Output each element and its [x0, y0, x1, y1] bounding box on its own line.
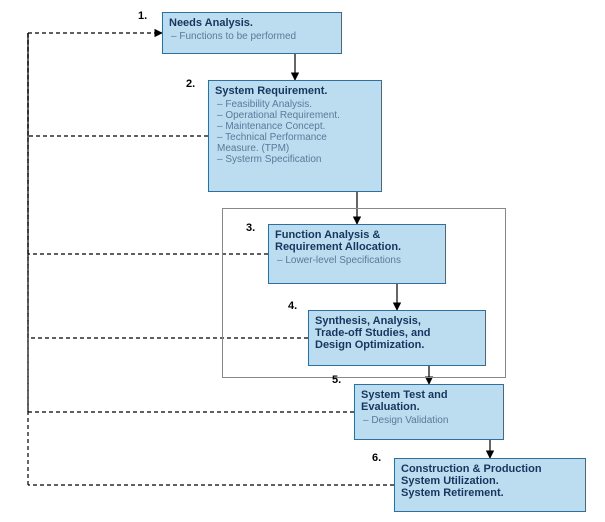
node-n1: Needs Analysis. – Functions to be perform…: [162, 12, 342, 54]
node-title: Synthesis, Analysis, Trade-off Studies, …: [315, 315, 479, 351]
node-item: – Technical Performance Measure. (TPM): [217, 132, 375, 154]
node-item: – Feasibility Analysis.: [217, 99, 375, 110]
node-item: – Maintenance Concept.: [217, 121, 375, 132]
step-number-5: 5.: [332, 374, 341, 386]
node-n6: Construction & Production System Utiliza…: [394, 458, 586, 512]
node-title: System Requirement.: [215, 85, 375, 97]
node-title: Construction & Production System Utiliza…: [401, 463, 579, 499]
node-item: – Systerm Specification: [217, 154, 375, 165]
node-n4: Synthesis, Analysis, Trade-off Studies, …: [308, 310, 486, 366]
step-number-1: 1.: [138, 10, 147, 22]
node-n2: System Requirement. – Feasibility Analysi…: [208, 80, 382, 192]
node-title: System Test and Evaluation.: [361, 389, 497, 413]
node-n3: Function Analysis & Requirement Allocati…: [268, 224, 446, 284]
node-item: – Functions to be performed: [171, 31, 335, 42]
node-item: – Design Validation: [363, 415, 497, 426]
step-number-6: 6.: [372, 452, 381, 464]
node-n5: System Test and Evaluation. – Design Vali…: [354, 384, 504, 440]
step-number-4: 4.: [288, 300, 297, 312]
step-number-3: 3.: [246, 222, 255, 234]
node-title: Needs Analysis.: [169, 17, 335, 29]
step-number-2: 2.: [186, 78, 195, 90]
node-title: Function Analysis & Requirement Allocati…: [275, 229, 439, 253]
node-item: – Operational Requirement.: [217, 110, 375, 121]
node-item: – Lower-level Specifications: [277, 255, 439, 266]
